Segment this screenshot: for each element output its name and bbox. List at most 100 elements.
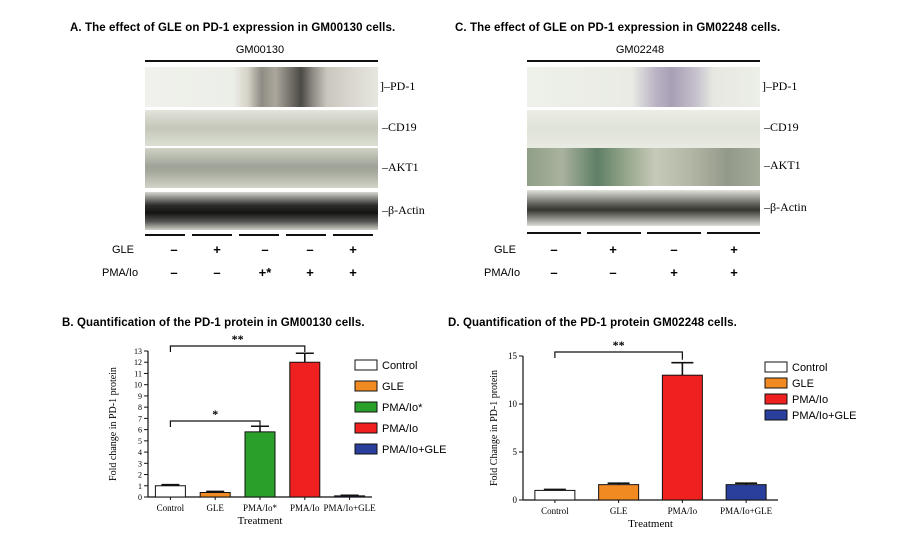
legend-label: GLE	[382, 381, 404, 393]
blot-c-label-cd19: –CD19	[764, 120, 799, 134]
blot-a-akt1-text: AKT1	[388, 160, 419, 174]
bar	[154, 485, 186, 498]
blot-a-cd19-band	[145, 110, 378, 146]
blot-c-gle-sign: +	[609, 242, 617, 257]
y-tick-label: 5	[513, 447, 518, 457]
y-axis-title: Fold change in PD-1 protein	[108, 367, 119, 481]
significance-marker: *	[212, 407, 218, 421]
blot-c-actin-band	[527, 190, 760, 226]
legend-label: Control	[792, 362, 827, 374]
blot-c-lane-divider	[527, 232, 760, 234]
blot-c-cd19-band	[527, 110, 760, 148]
blot-a-header-line	[145, 60, 378, 62]
x-tick-label: PMA/Io	[290, 503, 320, 513]
y-tick-label: 0	[138, 493, 142, 502]
x-axis-title: Treatment	[238, 515, 283, 527]
panel-b-title: B. Quantification of the PD-1 protein in…	[62, 317, 365, 329]
y-tick-label: 4	[138, 448, 142, 457]
panel-d-title: D. Quantification of the PD-1 protein GM…	[448, 317, 737, 329]
blot-c-pma-sign: –	[609, 265, 617, 280]
legend-swatch	[354, 359, 378, 371]
y-tick-label: 3	[138, 459, 142, 468]
bar	[244, 431, 276, 498]
blot-a-label-cd19: –CD19	[382, 120, 417, 134]
legend-swatch	[764, 409, 788, 421]
blot-c-header-line	[527, 60, 760, 62]
blot-c-gle-sign: +	[730, 242, 738, 257]
bar	[725, 484, 767, 501]
y-tick-label: 1	[138, 482, 142, 491]
legend-label: PMA/Io+GLE	[792, 410, 857, 422]
x-tick-label: GLE	[206, 503, 224, 513]
y-tick-label: 6	[138, 426, 142, 435]
y-tick-label: 11	[134, 369, 142, 378]
x-tick-label: PMA/Io+GLE	[324, 503, 377, 513]
significance-bracket	[169, 345, 306, 352]
blot-c-gle-label: GLE	[494, 244, 517, 256]
blot-c-label-pd1: ]–PD-1	[762, 79, 797, 94]
blot-c-akt1-text: AKT1	[770, 158, 801, 172]
legend-label: Control	[382, 360, 417, 372]
legend-label: PMA/Io+GLE	[382, 444, 447, 456]
x-tick-label: PMA/Io*	[243, 503, 278, 513]
blot-c-label-akt1: –AKT1	[764, 158, 801, 172]
legend-label: PMA/Io*	[382, 402, 423, 414]
blot-a-actin-band	[145, 192, 378, 230]
blot-a-pma-sign: +	[306, 265, 314, 280]
y-tick-label: 5	[138, 437, 142, 446]
significance-bracket	[554, 351, 683, 360]
chart-d: 0 5 10 15 Control GLE PMA/Io PMA/Io+GLE Treatmen…	[489, 338, 857, 530]
blot-a-gle-sign: –	[306, 242, 314, 257]
y-tick-label: 0	[513, 495, 518, 505]
blot-c-gle-sign: –	[550, 242, 558, 257]
bar	[661, 374, 703, 501]
legend-label: GLE	[792, 378, 814, 390]
blot-a-gle-sign: +	[349, 242, 357, 257]
significance-bracket	[169, 420, 261, 427]
bar	[598, 484, 640, 501]
y-tick-label: 10	[134, 381, 142, 390]
legend-swatch	[354, 380, 378, 392]
y-tick-label: 9	[138, 392, 142, 401]
x-tick-label: GLE	[610, 506, 628, 516]
blot-c-pma-sign: +	[670, 265, 678, 280]
significance-marker: **	[613, 338, 625, 352]
blot-a-pd1-bracket: ]–	[380, 79, 390, 93]
blot-a-pma-sign: –	[213, 265, 221, 280]
blot-c-actin-text: β-Actin	[770, 200, 807, 214]
blot-a-pma-sign: –	[170, 265, 178, 280]
blot-a-label-akt1: –AKT1	[382, 160, 419, 174]
bar	[289, 361, 321, 498]
blot-a-gle-sign: +	[213, 242, 221, 257]
blot-a-cd19-text: CD19	[388, 120, 417, 134]
blot-c-pd1-text: PD-1	[772, 79, 798, 93]
y-tick-label: 8	[138, 403, 142, 412]
blot-a-pd1-text: PD-1	[390, 79, 416, 93]
bar	[534, 489, 576, 501]
y-tick-label: 7	[138, 414, 142, 423]
bar	[199, 492, 231, 498]
blot-a-label-pd1: ]–PD-1	[380, 79, 415, 94]
legend-swatch	[764, 377, 788, 389]
legend-swatch	[354, 443, 378, 455]
y-tick-label: 13	[134, 347, 142, 356]
y-tick-label: 15	[508, 351, 518, 361]
panel-a-title: A. The effect of GLE on PD-1 expression …	[70, 22, 396, 34]
blot-c-akt1-band	[527, 148, 760, 186]
x-tick-label: Control	[157, 503, 185, 513]
significance-marker: **	[232, 332, 244, 346]
blot-c-pd1-bracket: ]–	[762, 79, 772, 93]
blot-a-lane-divider	[145, 234, 378, 236]
legend-swatch	[354, 401, 378, 413]
blot-a-cell-line: GM00130	[235, 44, 285, 56]
blot-a-akt1-band	[145, 148, 378, 188]
y-tick-label: 12	[134, 358, 142, 367]
blot-a-gle-label: GLE	[112, 244, 135, 256]
x-tick-label: PMA/Io+GLE	[720, 506, 773, 516]
blot-c-pma-sign: –	[550, 265, 558, 280]
y-tick-label: 2	[138, 471, 142, 480]
blot-a-pd1-band	[145, 67, 378, 107]
blot-c-cd19-text: CD19	[770, 120, 799, 134]
x-tick-label: PMA/Io	[668, 506, 698, 516]
